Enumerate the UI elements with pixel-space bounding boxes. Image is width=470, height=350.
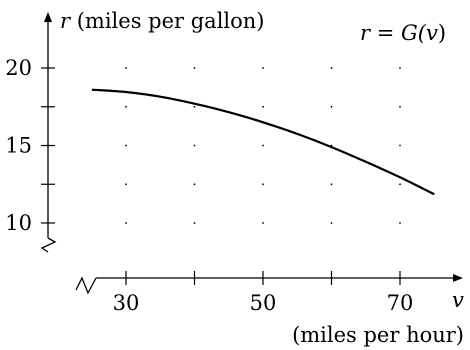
x-tick-label-50: 50: [250, 291, 277, 315]
grid-dot: [262, 67, 264, 69]
function-label: r = G(v): [360, 21, 446, 45]
grid-dot: [193, 144, 196, 147]
grid-dot: [125, 105, 127, 108]
grid-dots: [125, 67, 401, 224]
y-ticks: [41, 67, 55, 224]
grid-dot: [262, 222, 264, 224]
grid-dot: [193, 105, 196, 108]
x-tick-labels: 30 50 70: [113, 291, 414, 315]
x-axis-arrow: [453, 274, 463, 282]
y-tick-label-15: 15: [5, 134, 32, 158]
grid-dot: [399, 183, 401, 186]
y-tick-label-20: 20: [5, 56, 32, 80]
x-axis-units-label: (miles per hour): [292, 323, 464, 347]
grid-dot: [262, 105, 264, 108]
grid-dot: [125, 222, 127, 224]
grid-dot: [125, 67, 127, 69]
grid-dot: [399, 67, 401, 69]
y-axis-break: [40, 237, 57, 253]
grid-dot: [330, 183, 333, 186]
x-tick-label-70: 70: [387, 291, 414, 315]
y-tick-label-10: 10: [5, 211, 32, 235]
y-axis-label: r (miles per gallon): [60, 9, 265, 33]
y-axis-arrow: [44, 12, 52, 22]
grid-dot: [330, 67, 333, 69]
grid-dot: [125, 144, 127, 147]
y-tick-labels: 20 15 10: [5, 56, 32, 235]
x-axis-break: [75, 276, 97, 295]
grid-dot: [262, 144, 264, 147]
x-tick-label-30: 30: [113, 291, 140, 315]
grid-dot: [193, 67, 196, 69]
x-axis-var-label: v: [452, 288, 464, 312]
grid-dot: [399, 144, 401, 147]
grid-dot: [330, 222, 333, 224]
grid-dot: [262, 183, 264, 186]
grid-dot: [399, 222, 401, 224]
grid-dot: [193, 183, 196, 186]
x-ticks: [125, 271, 401, 285]
grid-dot: [125, 183, 127, 186]
grid-dot: [330, 105, 333, 108]
grid-dot: [399, 105, 401, 108]
grid-dot: [193, 222, 196, 224]
series-line: [91, 88, 435, 196]
